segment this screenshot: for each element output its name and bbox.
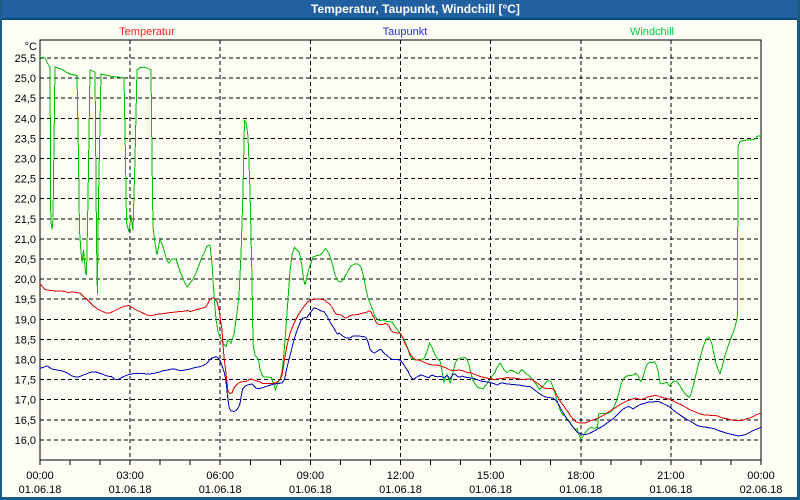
svg-text:18:00: 18:00 [567,470,595,482]
svg-text:20,0: 20,0 [15,274,36,286]
svg-text:22,0: 22,0 [15,194,36,206]
svg-text:24,0: 24,0 [15,113,36,125]
svg-text:16,0: 16,0 [15,435,36,447]
svg-text:20,5: 20,5 [15,254,36,266]
svg-text:21,0: 21,0 [15,234,36,246]
svg-text:15:00: 15:00 [477,470,505,482]
svg-text:06:00: 06:00 [206,470,234,482]
svg-text:°C: °C [25,41,37,53]
svg-text:01.06.18: 01.06.18 [469,484,512,496]
svg-text:00:00: 00:00 [747,470,775,482]
svg-text:25,0: 25,0 [15,73,36,85]
svg-text:24,5: 24,5 [15,93,36,105]
svg-text:01.06.18: 01.06.18 [19,484,62,496]
svg-text:01.06.18: 01.06.18 [109,484,152,496]
svg-text:01.06.18: 01.06.18 [289,484,332,496]
svg-text:23,0: 23,0 [15,154,36,166]
svg-text:21,5: 21,5 [15,214,36,226]
svg-text:22,5: 22,5 [15,174,36,186]
svg-text:01.06.18: 01.06.18 [379,484,422,496]
svg-text:19,5: 19,5 [15,294,36,306]
svg-text:02.06.18: 02.06.18 [740,484,783,496]
svg-text:01.06.18: 01.06.18 [649,484,692,496]
svg-text:00:00: 00:00 [26,470,54,482]
svg-text:19,0: 19,0 [15,314,36,326]
svg-text:18,0: 18,0 [15,355,36,367]
svg-text:03:00: 03:00 [116,470,144,482]
svg-text:18,5: 18,5 [15,334,36,346]
svg-text:01.06.18: 01.06.18 [559,484,602,496]
svg-text:17,5: 17,5 [15,375,36,387]
svg-text:25,5: 25,5 [15,53,36,65]
svg-text:17,0: 17,0 [15,395,36,407]
svg-text:23,5: 23,5 [15,133,36,145]
svg-text:12:00: 12:00 [387,470,415,482]
svg-text:01.06.18: 01.06.18 [199,484,242,496]
svg-text:21:00: 21:00 [657,470,685,482]
svg-text:09:00: 09:00 [297,470,325,482]
svg-text:16,5: 16,5 [15,415,36,427]
